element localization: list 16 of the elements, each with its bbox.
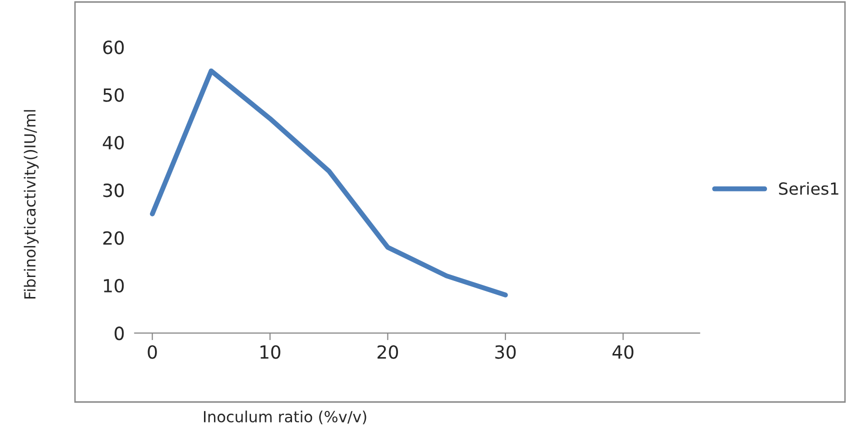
y-tick-label: 50	[103, 88, 124, 102]
y-tick-label: 40	[102, 136, 124, 150]
y-axis-title: Fibrinolyticactivity()IU/ml	[24, 110, 39, 299]
y-tick-label: 20	[103, 231, 124, 245]
x-tick-label: 20	[378, 345, 398, 359]
x-tick-label: 30	[495, 345, 516, 359]
x-tick-label: 40	[612, 345, 634, 359]
y-tick-label: 30	[103, 184, 124, 198]
line-series	[150, 68, 508, 298]
x-tick-label: 10	[260, 345, 280, 359]
legend-label: Series1	[779, 182, 838, 195]
y-tick-label: 0	[114, 326, 124, 340]
y-tick-label: 10	[104, 278, 124, 293]
x-tick-label: 0	[148, 345, 157, 359]
y-tick-label: 60	[103, 40, 124, 54]
x-axis-title: Inoculum ratio (%v/v)	[204, 410, 366, 424]
